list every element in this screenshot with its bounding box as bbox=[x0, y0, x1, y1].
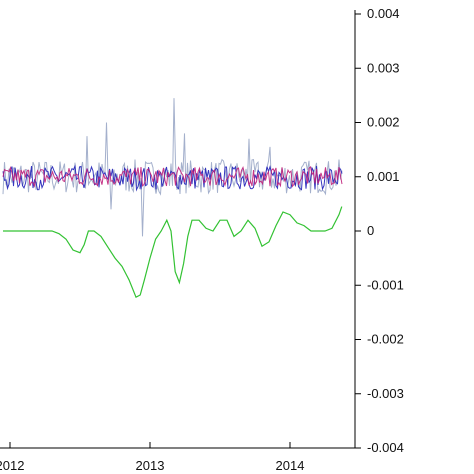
smooth-series-line bbox=[3, 206, 343, 299]
y-tick-label: 0.002 bbox=[367, 115, 400, 130]
noise-series-line bbox=[2, 98, 343, 237]
y-tick-label: 0.001 bbox=[367, 169, 400, 184]
noise-series-line bbox=[2, 165, 343, 188]
y-tick-label: 0.004 bbox=[367, 6, 400, 21]
x-tick-label: 2014 bbox=[276, 458, 305, 473]
y-tick-label: 0 bbox=[367, 223, 374, 238]
y-tick-label: -0.002 bbox=[367, 332, 404, 347]
y-axis-ticks: 0.004 0.003 0.002 0.001 0 -0.001 -0.002 -0.003 -… bbox=[355, 6, 404, 455]
x-tick-label: 2013 bbox=[136, 458, 165, 473]
series-layer bbox=[2, 98, 343, 299]
y-tick-label: -0.003 bbox=[367, 386, 404, 401]
y-tick-label: -0.004 bbox=[367, 440, 404, 455]
y-tick-label: 0.003 bbox=[367, 60, 400, 75]
x-axis-ticks: 2012 2013 2014 bbox=[0, 442, 304, 473]
plot-area bbox=[2, 98, 343, 299]
y-tick-label: -0.001 bbox=[367, 277, 404, 292]
x-tick-label: 2012 bbox=[0, 458, 24, 473]
